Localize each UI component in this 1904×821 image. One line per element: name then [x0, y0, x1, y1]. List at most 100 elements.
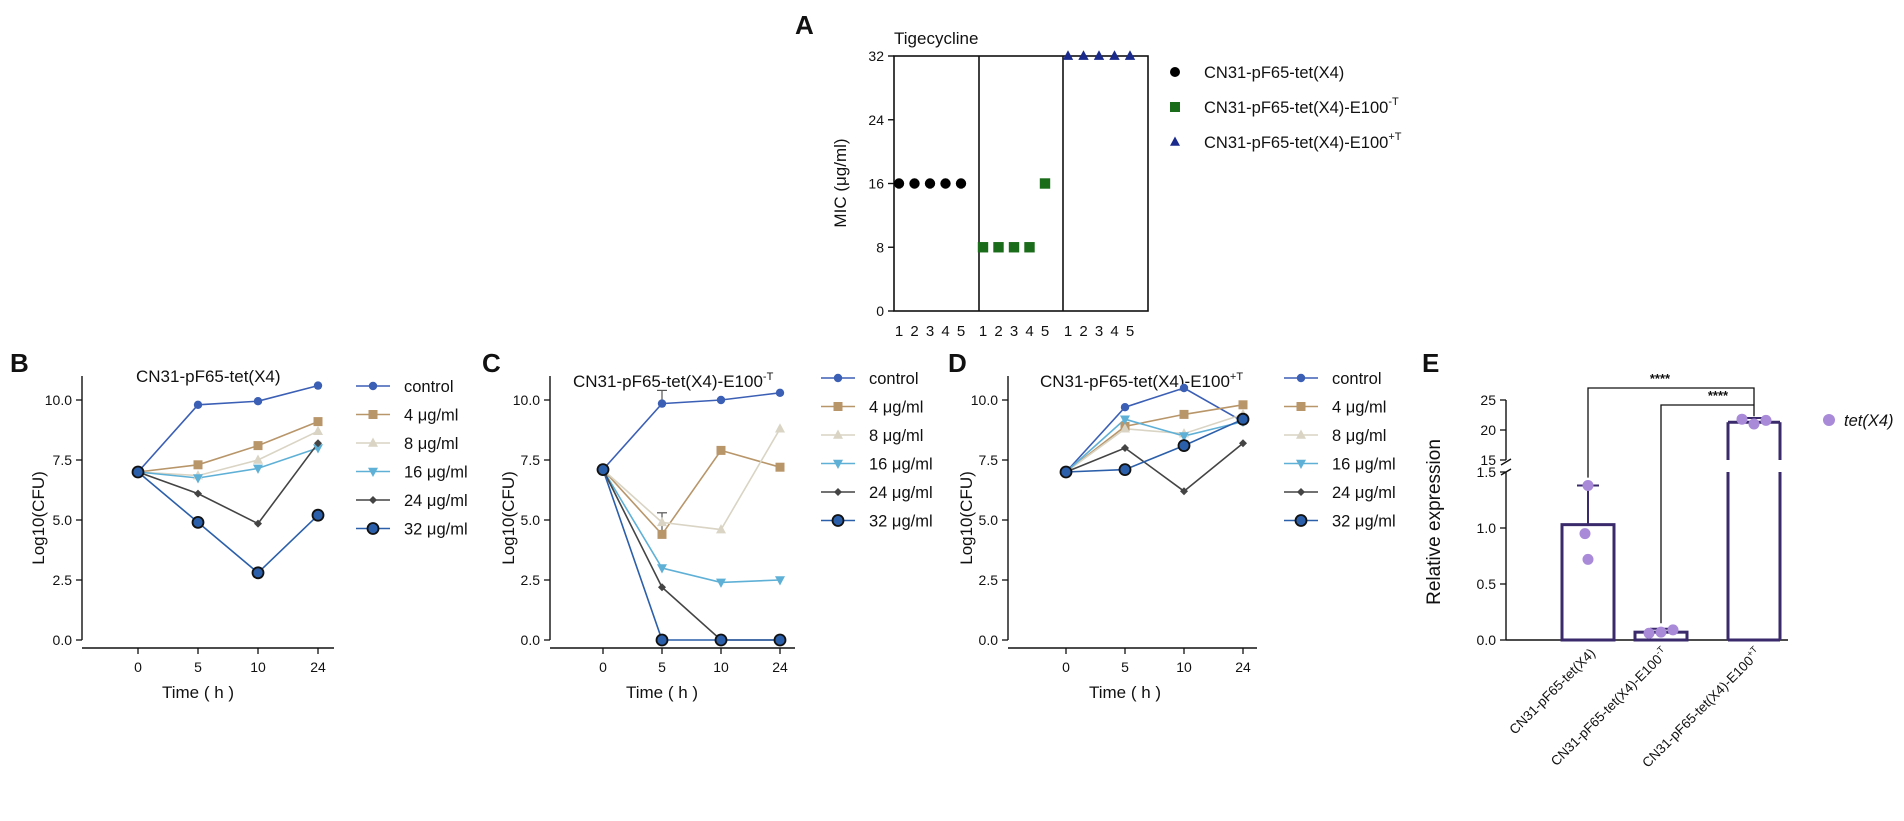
y-tick-label: 10.0: [45, 392, 72, 408]
legend-marker: [1170, 102, 1180, 112]
y-tick-label: 2.5: [521, 572, 541, 588]
legend-label: control: [404, 378, 454, 396]
legend-marker: [1170, 67, 1180, 77]
x-axis-label: Time ( h ): [626, 683, 698, 702]
data-point: [977, 242, 989, 253]
data-point: [1059, 465, 1073, 479]
y-tick-label: 7.5: [521, 452, 541, 468]
legend-label: 32 μg/ml: [404, 521, 468, 539]
data-point: [657, 529, 667, 539]
axis-break-mark: [1500, 458, 1512, 466]
x-tick-label: 24: [310, 659, 326, 675]
data-point: [1062, 50, 1074, 60]
legend-marker: [833, 373, 843, 383]
data-point: [253, 441, 263, 451]
y-tick-label: 7.5: [979, 452, 999, 468]
legend-label: control: [869, 370, 919, 388]
x-tick-label: 5: [1041, 323, 1049, 340]
legend-label: 16 μg/ml: [1332, 456, 1396, 474]
data-point: [924, 178, 936, 189]
legend-label: tet(X4): [1844, 412, 1894, 430]
data-point: [1179, 383, 1189, 393]
data-point: [131, 465, 145, 479]
significance-label: ****: [1650, 371, 1671, 386]
legend-label-main: CN31-pF65-tet(X4): [1204, 64, 1344, 82]
panel-a-letter: A: [795, 10, 814, 40]
legend-label: 16 μg/ml: [869, 456, 933, 474]
series-line: [1065, 418, 1244, 473]
legend-marker: [834, 488, 842, 496]
legend-marker: [1170, 136, 1180, 146]
legend-marker: [368, 467, 378, 477]
x-tick-label: 10: [250, 659, 266, 675]
x-tick-label: 2: [1079, 323, 1087, 340]
y-tick-label: 16: [868, 176, 884, 192]
data-point: [1236, 412, 1250, 426]
legend-marker: [833, 402, 843, 411]
series-line: [137, 430, 319, 477]
legend-label: 24 μg/ml: [869, 484, 933, 502]
panel-e-significance: **** ****: [1587, 371, 1755, 624]
data-point: [313, 381, 323, 390]
legend-label: 4 μg/ml: [1332, 399, 1386, 417]
legend-marker: [1823, 414, 1835, 426]
data-point: [1582, 553, 1594, 565]
x-axis-label: Time ( h ): [162, 683, 234, 702]
panel-b-letter: B: [10, 348, 29, 378]
y-tick-label: 24: [868, 112, 884, 128]
x-tick-label: 0: [1062, 659, 1070, 675]
y-tick-label: 1.5: [1477, 464, 1497, 480]
y-tick-label: 0: [876, 303, 884, 319]
x-tick-label: 5: [658, 659, 666, 675]
data-point: [253, 397, 263, 406]
legend-label: 8 μg/ml: [869, 427, 923, 445]
x-tick-label: 10: [713, 659, 729, 675]
panel-e: E Relative expression 0.0 0.5 1.0 1.515 20 25…: [1422, 348, 1894, 770]
legend-label-sup: +T: [1388, 131, 1401, 143]
x-tick-label: 0: [599, 659, 607, 675]
data-point: [313, 444, 323, 454]
y-tick-label: 0.0: [521, 632, 541, 648]
y-tick-label: 32: [868, 48, 884, 64]
series-line: [1065, 413, 1244, 473]
panel-c: C CN31-pF65-tet(X4)-E100-T 0.0 2.5 5.0 7.5 1…: [482, 348, 933, 702]
y-tick-label: 10.0: [971, 392, 998, 408]
legend-label: 4 μg/ml: [404, 407, 458, 425]
legend-label: 24 μg/ml: [1332, 484, 1396, 502]
panel-c-title-main: CN31-pF65-tet(X4)-E100: [573, 372, 763, 391]
series-line: [1065, 442, 1244, 493]
y-tick-label: 5.0: [979, 512, 999, 528]
x-tick-label: 4: [1110, 323, 1118, 340]
x-tick-label: 4: [1025, 323, 1033, 340]
panel-d: D CN31-pF65-tet(X4)-E100+T 0.0 2.5 5.0 7.5 1…: [948, 348, 1396, 702]
panel-c-title-sup: -T: [763, 371, 774, 383]
series-line: [1065, 387, 1244, 473]
y-tick-label: 20: [1480, 422, 1496, 438]
data-point: [1177, 439, 1191, 453]
legend-label: 24 μg/ml: [404, 492, 468, 510]
data-point: [658, 583, 666, 592]
y-tick-label: 10.0: [513, 392, 540, 408]
data-point: [1109, 50, 1120, 60]
data-point: [1760, 414, 1772, 426]
legend-label: 32 μg/ml: [869, 513, 933, 531]
data-point: [1180, 487, 1188, 496]
y-tick-label: 0.0: [53, 632, 73, 648]
data-point: [1120, 423, 1130, 433]
x-tick-label: 24: [1235, 659, 1251, 675]
data-point: [909, 178, 920, 189]
legend-marker: [833, 459, 843, 469]
legend-label: 8 μg/ml: [404, 435, 458, 453]
x-tick-label: 1: [895, 323, 903, 340]
data-point: [254, 519, 262, 528]
legend-marker: [1294, 514, 1308, 527]
data-point: [1120, 403, 1130, 412]
series-line: [602, 469, 780, 641]
legend-marker: [1297, 488, 1305, 496]
panel-c-letter: C: [482, 348, 501, 378]
x-tick-label: 4: [941, 323, 949, 340]
data-point: [1039, 178, 1051, 189]
x-tick-label: 3: [926, 323, 934, 340]
x-axis-label: Time ( h ): [1089, 683, 1161, 702]
legend-label: CN31-pF65-tet(X4)-E100+T: [1204, 131, 1402, 152]
